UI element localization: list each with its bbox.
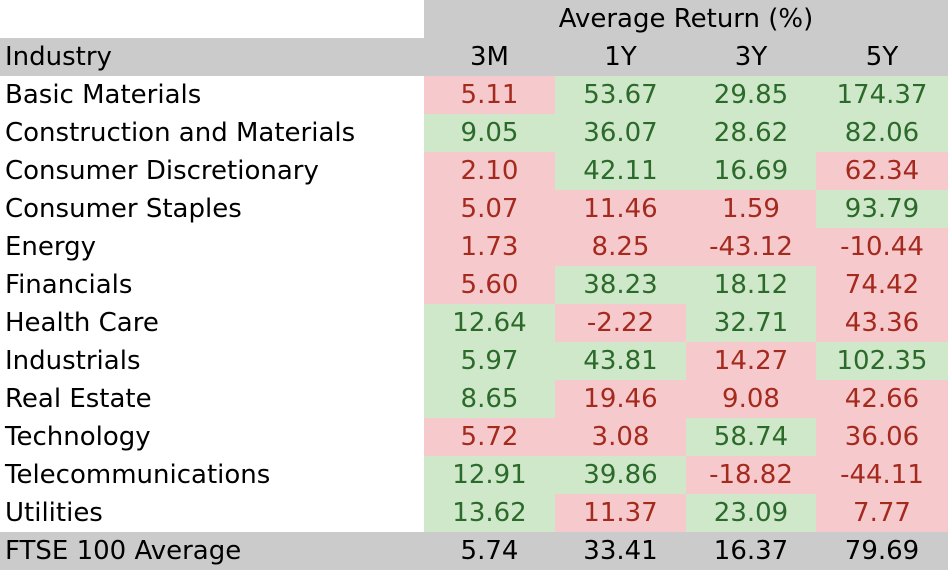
table-row: Telecommunications 12.91 39.86 -18.82 -44.11 xyxy=(0,456,948,494)
value-cell: 5.60 xyxy=(424,266,555,304)
column-header-row: Industry 3M 1Y 3Y 5Y xyxy=(0,38,948,76)
value-cell: 42.66 xyxy=(816,380,948,418)
table-row: Real Estate 8.65 19.46 9.08 42.66 xyxy=(0,380,948,418)
column-header-1y: 1Y xyxy=(604,42,637,72)
value-cell: 5.97 xyxy=(424,342,555,380)
value-cell: -18.82 xyxy=(686,456,816,494)
value-cell: 29.85 xyxy=(686,76,816,114)
industry-cell: Consumer Discretionary xyxy=(0,152,424,190)
value-cell: 62.34 xyxy=(816,152,948,190)
industry-cell: Financials xyxy=(0,266,424,304)
value-cell: 58.74 xyxy=(686,418,816,456)
value-cell: -10.44 xyxy=(816,228,948,266)
industry-cell: Telecommunications xyxy=(0,456,424,494)
value-cell: -2.22 xyxy=(555,304,686,342)
table-row: Technology 5.72 3.08 58.74 36.06 xyxy=(0,418,948,456)
column-header-3m: 3M xyxy=(470,42,509,72)
value-cell: 23.09 xyxy=(686,494,816,532)
footer-value-3y: 16.37 xyxy=(713,536,789,566)
value-cell: 174.37 xyxy=(816,76,948,114)
value-cell: 38.23 xyxy=(555,266,686,304)
industry-cell: Technology xyxy=(0,418,424,456)
value-cell: 9.05 xyxy=(424,114,555,152)
value-cell: 36.07 xyxy=(555,114,686,152)
table-row: Consumer Staples 5.07 11.46 1.59 93.79 xyxy=(0,190,948,228)
value-cell: 5.72 xyxy=(424,418,555,456)
industry-cell: Construction and Materials xyxy=(0,114,424,152)
value-cell: 42.11 xyxy=(555,152,686,190)
value-cell: 53.67 xyxy=(555,76,686,114)
value-cell: 93.79 xyxy=(816,190,948,228)
table-row: Energy 1.73 8.25 -43.12 -10.44 xyxy=(0,228,948,266)
value-cell: -44.11 xyxy=(816,456,948,494)
value-cell: 16.69 xyxy=(686,152,816,190)
footer-value-1y: 33.41 xyxy=(583,536,658,566)
value-cell: 13.62 xyxy=(424,494,555,532)
value-cell: 12.64 xyxy=(424,304,555,342)
table-row: Health Care 12.64 -2.22 32.71 43.36 xyxy=(0,304,948,342)
value-cell: 102.35 xyxy=(816,342,948,380)
value-cell: 43.36 xyxy=(816,304,948,342)
value-cell: 39.86 xyxy=(555,456,686,494)
value-cell: 12.91 xyxy=(424,456,555,494)
value-cell: 11.46 xyxy=(555,190,686,228)
table-row: Industrials 5.97 43.81 14.27 102.35 xyxy=(0,342,948,380)
value-cell: 9.08 xyxy=(686,380,816,418)
table-title: Average Return (%) xyxy=(424,0,948,38)
value-cell: 14.27 xyxy=(686,342,816,380)
footer-value-3m: 5.74 xyxy=(460,536,519,566)
footer-row: FTSE 100 Average 5.74 33.41 16.37 79.69 xyxy=(0,532,948,570)
industry-cell: Health Care xyxy=(0,304,424,342)
value-cell: 3.08 xyxy=(555,418,686,456)
industry-cell: Real Estate xyxy=(0,380,424,418)
industry-cell: Industrials xyxy=(0,342,424,380)
value-cell: 8.25 xyxy=(555,228,686,266)
value-cell: 1.73 xyxy=(424,228,555,266)
table-row: Basic Materials 5.11 53.67 29.85 174.37 xyxy=(0,76,948,114)
corner-spacer xyxy=(0,0,424,38)
industry-cell: Utilities xyxy=(0,494,424,532)
value-cell: 36.06 xyxy=(816,418,948,456)
value-cell: 74.42 xyxy=(816,266,948,304)
value-cell: 19.46 xyxy=(555,380,686,418)
industry-cell: Basic Materials xyxy=(0,76,424,114)
value-cell: 43.81 xyxy=(555,342,686,380)
industry-cell: Energy xyxy=(0,228,424,266)
value-cell: 7.77 xyxy=(816,494,948,532)
value-cell: 8.65 xyxy=(424,380,555,418)
table-row: Consumer Discretionary 2.10 42.11 16.69 62.3… xyxy=(0,152,948,190)
table-row: Construction and Materials 9.05 36.07 28.62… xyxy=(0,114,948,152)
value-cell: -43.12 xyxy=(686,228,816,266)
column-header-3y: 3Y xyxy=(734,42,768,72)
value-cell: 11.37 xyxy=(555,494,686,532)
group-header-row: Average Return (%) xyxy=(0,0,948,38)
footer-value-5y: 79.69 xyxy=(844,536,920,566)
value-cell: 28.62 xyxy=(686,114,816,152)
data-rows: Basic Materials 5.11 53.67 29.85 174.37 Const… xyxy=(0,76,948,532)
table-row: Financials 5.60 38.23 18.12 74.42 xyxy=(0,266,948,304)
industry-cell: Consumer Staples xyxy=(0,190,424,228)
footer-label: FTSE 100 Average xyxy=(5,536,242,566)
value-cell: 5.07 xyxy=(424,190,555,228)
value-cell: 2.10 xyxy=(424,152,555,190)
column-header-5y: 5Y xyxy=(865,42,899,72)
value-cell: 18.12 xyxy=(686,266,816,304)
column-header-industry: Industry xyxy=(5,42,112,72)
value-cell: 1.59 xyxy=(686,190,816,228)
table-row: Utilities 13.62 11.37 23.09 7.77 xyxy=(0,494,948,532)
value-cell: 5.11 xyxy=(424,76,555,114)
value-cell: 32.71 xyxy=(686,304,816,342)
value-cell: 82.06 xyxy=(816,114,948,152)
